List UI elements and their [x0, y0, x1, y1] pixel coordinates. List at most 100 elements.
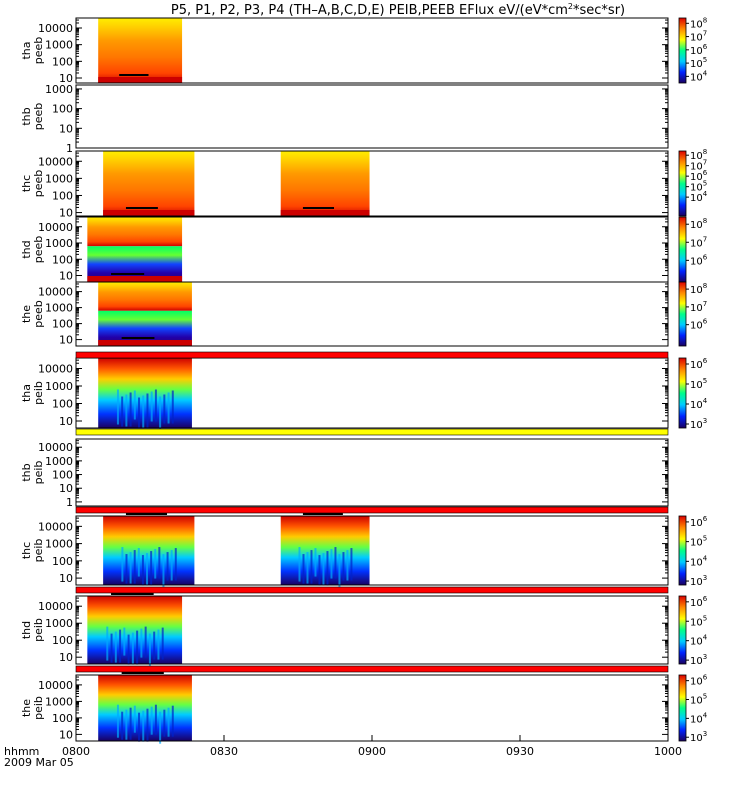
- noise-column: [302, 554, 305, 584]
- colorbar-tick-label: 105: [690, 377, 707, 391]
- colorbar-tick-label: 105: [690, 180, 707, 194]
- y-tick-label: 10: [59, 415, 73, 428]
- spectrogram-floor: [280, 210, 370, 216]
- noise-column: [136, 630, 139, 665]
- noise-column: [140, 628, 143, 658]
- colorbar-tick-label: 104: [690, 69, 708, 83]
- colorbar-tick-label: 104: [690, 711, 708, 725]
- colorbar: [678, 674, 687, 742]
- y-tick-label: 10: [59, 270, 73, 283]
- noise-column: [121, 547, 124, 582]
- y-tick-label: 100: [52, 398, 73, 411]
- y-tick-label: 10000: [38, 286, 73, 299]
- x-axis-label: hhmm: [4, 745, 39, 758]
- noise-column: [125, 554, 128, 584]
- colorbar-tick-label: 104: [690, 634, 708, 648]
- x-tick-label: 1000: [654, 745, 682, 758]
- plot-frame: [75, 17, 669, 84]
- noise-column: [141, 555, 144, 586]
- spectrogram-floor: [103, 210, 195, 216]
- spectrogram-block: [103, 151, 195, 216]
- spectrogram-block: [98, 675, 192, 741]
- noise-column: [163, 394, 166, 424]
- noise-column: [121, 711, 124, 740]
- colorbar: [678, 17, 687, 84]
- noise-column: [129, 392, 132, 427]
- colorbar-tick-label: 107: [690, 159, 707, 173]
- colorbar-tick-label: 108: [690, 217, 707, 231]
- colorbar-tick-label: 106: [690, 169, 708, 183]
- spectrogram-block: [98, 282, 192, 311]
- noise-column: [148, 633, 151, 667]
- y-tick-label: 1000: [45, 538, 73, 551]
- noise-column: [131, 632, 134, 665]
- noise-column: [154, 549, 157, 579]
- noise-column: [127, 634, 130, 665]
- colorbar: [678, 150, 687, 217]
- noise-column: [342, 552, 345, 581]
- noise-column: [163, 709, 166, 737]
- spectrogram-block: [87, 596, 183, 664]
- colorbar: [678, 595, 687, 665]
- panel-instrument-label: peeb: [32, 103, 45, 131]
- spectrogram-block: [98, 358, 192, 428]
- colorbar-tick-label: 104: [690, 190, 708, 204]
- noise-column: [153, 631, 156, 660]
- scpot-trace: [302, 207, 335, 209]
- noise-column: [119, 629, 122, 663]
- y-tick-label: 10: [59, 72, 73, 85]
- noise-column: [138, 397, 141, 429]
- colorbar-tick-label: 108: [690, 282, 707, 296]
- panel-thc-peib: 10000 1000 100 10 thc peib 106 105 104 103: [20, 513, 708, 588]
- spectrogram-floor: [98, 340, 192, 346]
- colorbar-tick-label: 103: [690, 653, 707, 667]
- noise-column: [137, 548, 140, 577]
- noise-column: [170, 550, 173, 581]
- noise-column: [326, 551, 329, 586]
- interval-bar: [121, 672, 164, 674]
- colorbar-tick-label: 106: [690, 43, 708, 57]
- separator-band-red: [75, 586, 669, 594]
- colorbar-tick-label: 107: [690, 300, 707, 314]
- colorbar-tick-label: 107: [690, 235, 707, 249]
- noise-column: [314, 548, 317, 577]
- noise-column: [350, 548, 353, 581]
- panel-probe-label: the: [20, 305, 33, 323]
- noise-column: [125, 709, 128, 740]
- y-tick-label: 10000: [38, 363, 73, 376]
- noise-column: [318, 555, 321, 586]
- y-tick-label: 100: [52, 318, 73, 331]
- noise-column: [146, 553, 149, 586]
- y-tick-label: 1000: [45, 39, 73, 52]
- y-tick-label: 1000: [45, 695, 73, 708]
- noise-column: [157, 629, 160, 660]
- y-tick-label: 100: [52, 555, 73, 568]
- noise-column: [310, 550, 313, 584]
- colorbar-tick-label: 104: [690, 397, 708, 411]
- noise-column: [150, 706, 153, 735]
- noise-column: [114, 631, 117, 663]
- panel-instrument-label: peeb: [32, 300, 45, 328]
- y-tick-label: 10000: [38, 600, 73, 613]
- panel-instrument-label: peib: [32, 618, 45, 642]
- noise-column: [121, 396, 124, 427]
- panel-instrument-label: peeb: [32, 37, 45, 65]
- panel-the-peeb: 10000 1000 100 10 the peeb 108 107 106: [20, 281, 708, 347]
- noise-column: [159, 396, 162, 431]
- colorbar-tick-label: 104: [690, 554, 708, 568]
- noise-column: [106, 626, 109, 661]
- noise-column: [346, 550, 349, 581]
- colorbar-tick-label: 106: [690, 595, 708, 609]
- noise-column: [174, 548, 177, 581]
- noise-column: [171, 705, 174, 737]
- noise-column: [129, 707, 132, 740]
- noise-column: [171, 390, 174, 424]
- noise-column: [306, 552, 309, 584]
- panel-instrument-label: peib: [32, 461, 45, 485]
- panel-probe-label: tha: [20, 41, 33, 59]
- separator-band-red: [75, 506, 669, 514]
- y-tick-label: 1000: [45, 237, 73, 250]
